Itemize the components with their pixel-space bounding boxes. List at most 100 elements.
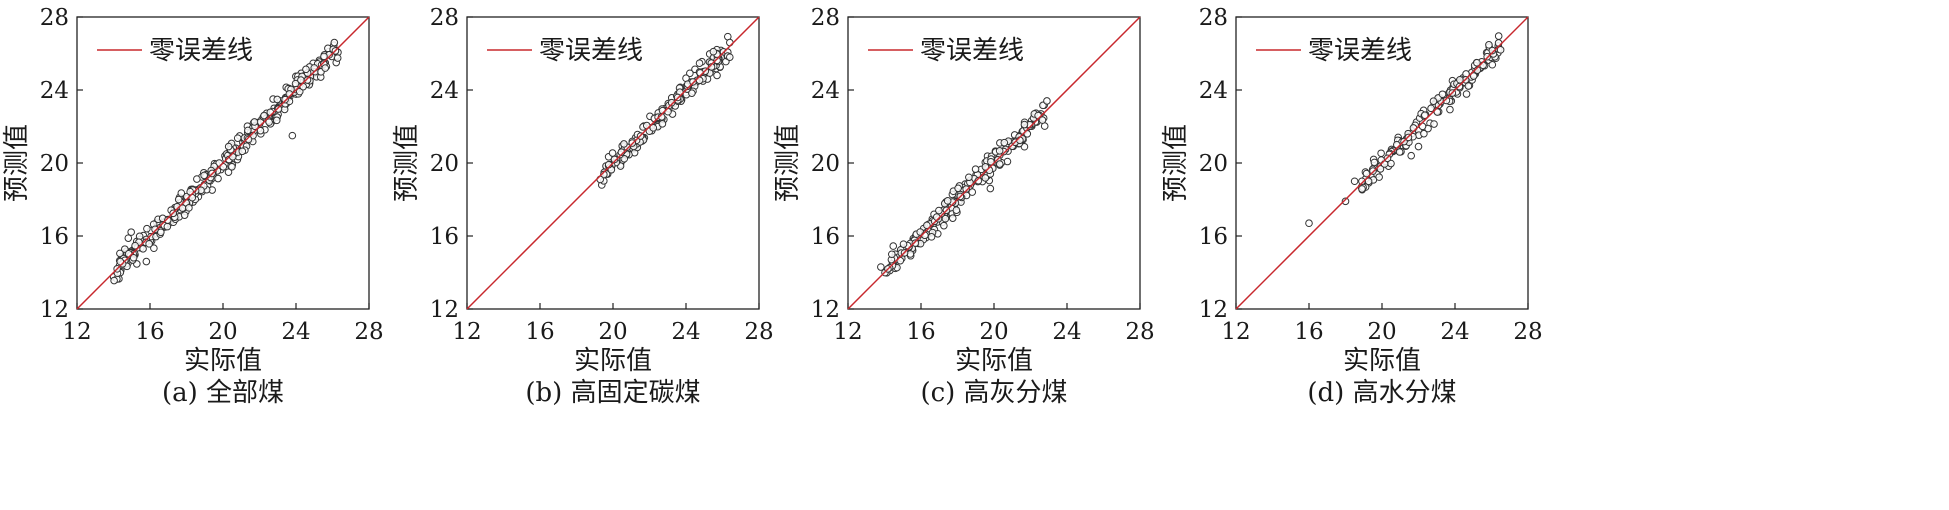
- scatter-point: [129, 253, 138, 262]
- scatter-point: [163, 222, 172, 231]
- scatter-point: [995, 146, 1004, 155]
- scatter-point: [940, 221, 948, 230]
- scatter-point: [658, 120, 667, 128]
- scatter-point: [142, 257, 151, 266]
- zero-error-line: [76, 16, 370, 310]
- y-tick-label: 28: [1199, 5, 1228, 31]
- scatter-point: [1488, 46, 1497, 55]
- x-axis-label: 实际值: [1343, 346, 1421, 376]
- scatter-point: [981, 163, 990, 171]
- scatter-point: [1370, 158, 1379, 167]
- scatter-point: [139, 245, 147, 253]
- scatter-point: [911, 239, 920, 247]
- x-tick-label: 28: [354, 319, 383, 345]
- scatter-point: [1438, 90, 1447, 99]
- scatter-point: [174, 195, 183, 204]
- scatter-point: [303, 76, 312, 84]
- y-axis-label: 预测值: [1161, 124, 1191, 202]
- y-axis-label: 预测值: [773, 124, 803, 202]
- scatter-point: [1485, 41, 1493, 49]
- scatter-point: [610, 155, 619, 164]
- scatter-point: [250, 118, 259, 126]
- scatter-point: [200, 171, 208, 180]
- y-tick-label: 12: [40, 297, 69, 323]
- x-tick-label: 16: [906, 319, 935, 345]
- x-tick-label: 24: [1440, 319, 1469, 345]
- scatter-point: [214, 174, 222, 183]
- scatter-point: [686, 69, 694, 78]
- scatter-point: [971, 165, 980, 173]
- x-tick-label: 16: [525, 319, 554, 345]
- zero-error-line: [847, 16, 1141, 310]
- y-axis-label: 预测值: [2, 124, 32, 202]
- scatter-point: [228, 153, 237, 161]
- scatter-point: [899, 240, 908, 248]
- y-tick-label: 24: [40, 78, 69, 104]
- scatter-point: [127, 228, 135, 236]
- y-tick-label: 16: [811, 224, 840, 250]
- x-tick-label: 28: [1125, 319, 1154, 345]
- scatter-point: [1483, 52, 1491, 61]
- scatter-point: [273, 95, 282, 104]
- x-tick-label: 12: [62, 319, 91, 345]
- scatter-point: [1043, 97, 1051, 105]
- panel-caption: (d) 高水分煤: [1307, 378, 1456, 408]
- scatter-point: [1407, 151, 1415, 160]
- x-tick-label: 12: [452, 319, 481, 345]
- x-tick-label: 24: [671, 319, 700, 345]
- scatter-point: [952, 206, 961, 215]
- scatter-point: [1377, 149, 1385, 158]
- scatter-point: [1473, 58, 1481, 67]
- scatter-point: [1038, 116, 1047, 124]
- x-tick-label: 20: [1367, 319, 1396, 345]
- scatter-point: [274, 105, 283, 113]
- x-tick-label: 12: [833, 319, 862, 345]
- scatter-point: [927, 233, 936, 241]
- x-tick-label: 20: [208, 319, 237, 345]
- panel-1: 12 16 20 24 28 12 16 20 24 28 实际值 预测值 (a) 全部煤 零误差线: [2, 5, 384, 408]
- scatter-point: [131, 241, 139, 250]
- scatter-point: [713, 71, 721, 80]
- y-tick-label: 12: [811, 297, 840, 323]
- scatter-point: [265, 118, 273, 126]
- scatter-point: [986, 184, 995, 193]
- scatter-point: [688, 89, 696, 98]
- scatter-point: [272, 116, 281, 125]
- scatter-point: [1494, 32, 1503, 40]
- scatter-point: [974, 176, 983, 185]
- scatter-point: [995, 160, 1004, 168]
- y-tick-label: 20: [40, 151, 69, 177]
- x-tick-label: 24: [1052, 319, 1081, 345]
- scatter-point: [124, 234, 133, 242]
- scatter-point: [116, 249, 124, 258]
- scatter-point: [244, 135, 253, 144]
- scatter-point: [151, 225, 159, 234]
- y-tick-label: 16: [1199, 224, 1228, 250]
- scatter-point: [1479, 61, 1487, 70]
- x-tick-label: 12: [1221, 319, 1250, 345]
- scatter-point: [288, 131, 297, 140]
- scatter-point: [923, 221, 931, 230]
- panel-caption: (c) 高灰分煤: [920, 378, 1067, 408]
- scatter-point: [321, 64, 330, 72]
- zero-error-line: [1235, 16, 1529, 310]
- legend-label: 零误差线: [1308, 36, 1412, 66]
- scatter-point: [164, 216, 172, 224]
- legend-label: 零误差线: [149, 36, 253, 66]
- panel-caption: (a) 全部煤: [162, 378, 284, 408]
- scatter-point: [260, 111, 268, 120]
- scatter-point: [649, 124, 658, 132]
- scatter-point: [1358, 177, 1366, 186]
- scatter-point: [302, 65, 310, 74]
- scatter-point: [888, 250, 896, 259]
- y-tick-label: 28: [811, 5, 840, 31]
- panel-2: 12 16 20 24 28 12 16 20 24 28 实际值 预测值 (b) 高固定碳煤 零误差线: [392, 5, 774, 408]
- scatter-point: [185, 204, 193, 212]
- scatter-point: [124, 249, 133, 258]
- scatter-point: [1421, 111, 1429, 119]
- x-tick-label: 16: [1294, 319, 1323, 345]
- y-tick-label: 24: [430, 78, 459, 104]
- x-tick-label: 20: [598, 319, 627, 345]
- scatter-point: [954, 184, 962, 193]
